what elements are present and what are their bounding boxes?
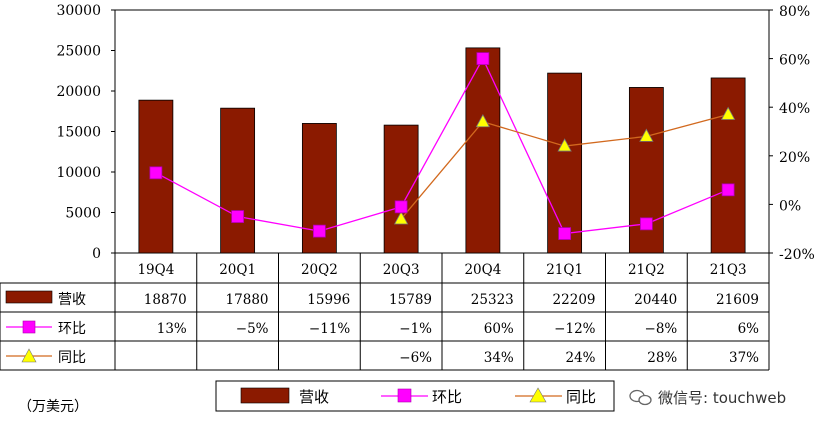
- yoy-triangle-marker: [557, 138, 572, 152]
- revenue-bar: [465, 47, 501, 254]
- revenue-bar: [547, 72, 583, 254]
- left-tick-label: 25000: [56, 44, 101, 60]
- qoq-square-marker: [394, 200, 408, 214]
- legend: 营收 环比 同比: [240, 387, 596, 406]
- table-cell-value: 20440: [634, 292, 677, 308]
- revenue-bar: [220, 107, 256, 254]
- qoq-square-marker: [231, 210, 245, 223]
- right-tick-label: 40%: [779, 101, 810, 117]
- table-row-label: 环比: [58, 321, 86, 337]
- unit-label: （万美元）: [18, 399, 88, 415]
- table-cell-value: 17880: [226, 292, 269, 308]
- table-key-triangle: [21, 348, 37, 363]
- table-cell-value: −8%: [645, 321, 678, 337]
- table-key-bar: [5, 290, 53, 304]
- left-tick-label: 20000: [56, 84, 101, 100]
- qoq-square-marker: [558, 227, 572, 240]
- wechat-icon: [629, 389, 652, 406]
- revenue-bar: [383, 124, 419, 254]
- table-row-label: 营收: [58, 292, 86, 308]
- right-tick-label: 80%: [779, 4, 810, 20]
- yoy-triangle-marker: [393, 211, 409, 225]
- table-cell-value: −6%: [399, 350, 432, 366]
- legend-key-triangle: [529, 387, 547, 403]
- table-cell-value: −12%: [554, 321, 595, 337]
- table-cell-value: 6%: [738, 321, 760, 337]
- category-label: 21Q2: [628, 262, 665, 278]
- qoq-square-marker: [149, 166, 163, 180]
- table-cell-value: −1%: [399, 321, 432, 337]
- left-tick-label: 5000: [65, 206, 101, 222]
- table-cell-value: −11%: [309, 321, 350, 337]
- table-cell-value: 21609: [716, 292, 759, 308]
- table-cell-value: 37%: [729, 350, 759, 366]
- qoq-square-marker: [476, 52, 490, 65]
- table-cell-value: 60%: [484, 321, 514, 337]
- left-tick-label: 10000: [56, 165, 101, 181]
- data-table: 营收 18870 17880 15996 15789 25323 22209 20440 216…: [5, 290, 760, 366]
- legend-key-square: [397, 388, 412, 403]
- table-cell-value: 13%: [157, 321, 187, 337]
- category-label: 20Q1: [219, 262, 256, 278]
- legend-label: 营收: [299, 388, 329, 406]
- category-labels: 19Q4 20Q1 20Q2 20Q3 20Q4 21Q1 21Q2 21Q3: [137, 262, 746, 278]
- category-label: 21Q1: [546, 262, 583, 278]
- table-cell-value: −5%: [236, 321, 269, 337]
- right-tick-label: -20%: [779, 247, 815, 263]
- hb-line: [155, 57, 729, 235]
- category-label: 20Q4: [464, 262, 501, 278]
- qoq-square-marker: [312, 224, 326, 238]
- legend-label: 同比: [566, 388, 596, 406]
- table-cell-value: 25323: [471, 292, 514, 308]
- table-cell-value: 24%: [565, 350, 595, 366]
- right-tick-label: 0%: [779, 198, 801, 214]
- revenue-bar: [710, 77, 746, 254]
- right-tick-label: 20%: [779, 150, 810, 166]
- table-key-square: [22, 320, 36, 334]
- right-axis: 80% 60% 40% 20% 0% -20%: [769, 4, 815, 263]
- category-label: 21Q3: [710, 262, 747, 278]
- category-label: 20Q2: [301, 262, 338, 278]
- table-cell-value: 15996: [307, 292, 350, 308]
- table-cell-value: 28%: [647, 350, 677, 366]
- right-tick-label: 60%: [779, 53, 810, 69]
- yoy-triangle-marker: [639, 128, 654, 142]
- table-cell-value: 22209: [553, 292, 596, 308]
- legend-key-bar: [240, 387, 290, 404]
- category-label: 19Q4: [137, 262, 174, 278]
- left-tick-label: 15000: [56, 125, 101, 141]
- table-cell-value: 34%: [484, 350, 514, 366]
- category-label: 20Q3: [383, 262, 420, 278]
- left-axis: 30000 25000 20000 15000 10000 5000 0: [56, 3, 115, 262]
- left-tick-label: 0: [92, 246, 101, 262]
- line-series: [149, 52, 736, 240]
- bar-series: [138, 47, 746, 254]
- table-cell-value: 15789: [389, 292, 432, 308]
- left-tick-label: 30000: [56, 3, 101, 19]
- yoy-triangle-marker: [720, 106, 736, 120]
- table-row-label: 同比: [58, 350, 86, 366]
- qoq-square-marker: [721, 183, 735, 197]
- yoy-triangle-marker: [475, 113, 491, 128]
- watermark-text: 微信号: touchweb: [658, 389, 786, 407]
- legend-label: 环比: [432, 388, 462, 406]
- table-cell-value: 18870: [144, 292, 187, 308]
- qoq-square-marker: [639, 217, 653, 231]
- watermark: 微信号: touchweb: [629, 389, 786, 407]
